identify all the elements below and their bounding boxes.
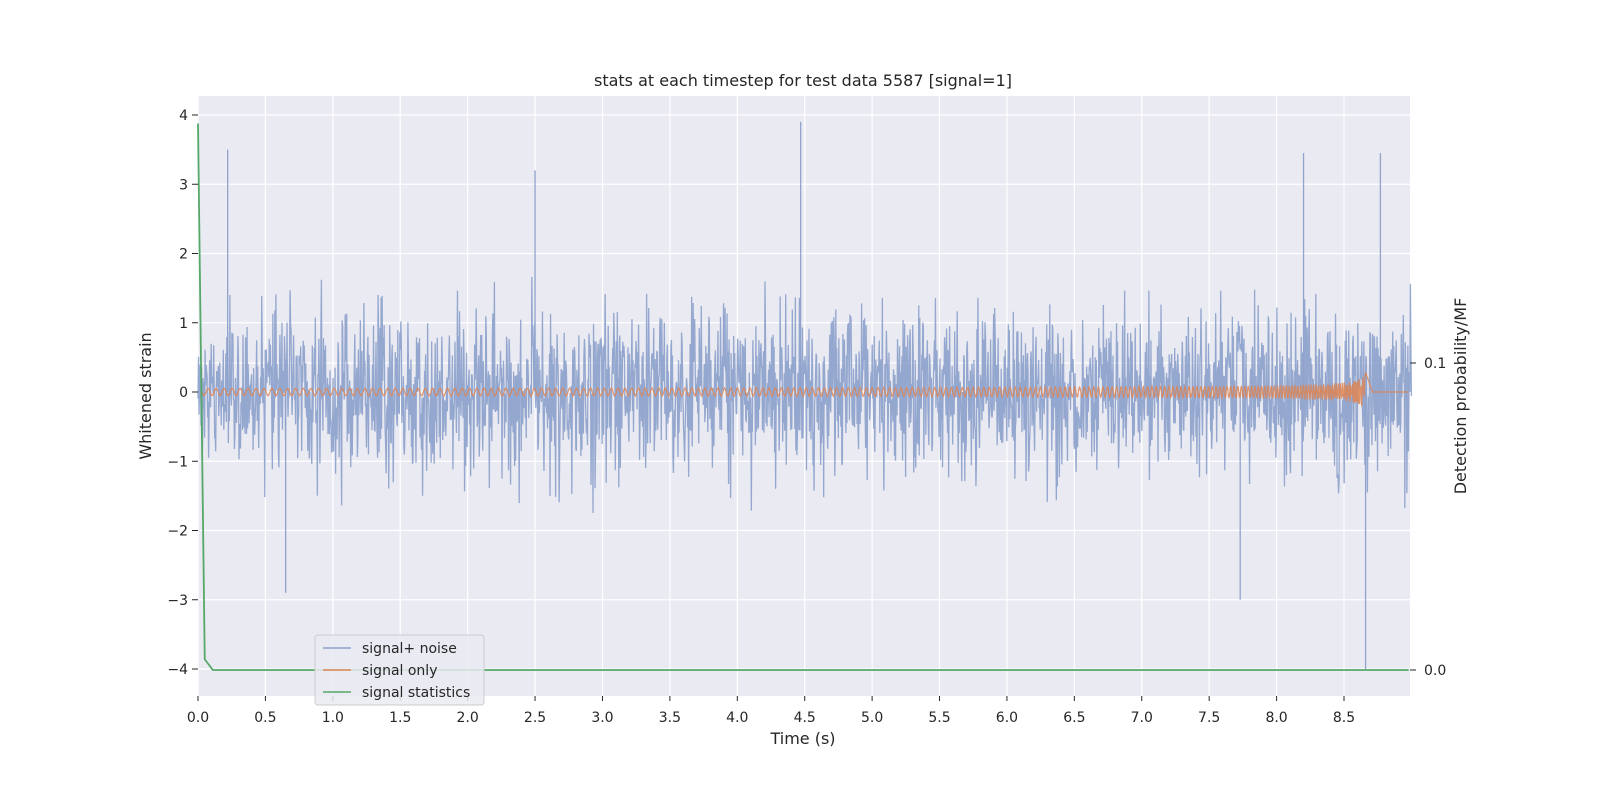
- y-tick-label: 0: [179, 385, 188, 401]
- x-tick-label: 1.0: [322, 710, 344, 726]
- legend-box: [314, 634, 485, 706]
- y-tick-label: 3: [179, 177, 188, 193]
- series-signal-noise: [197, 121, 1413, 669]
- x-tick-label: 3.5: [659, 710, 681, 726]
- x-tick-label: 6.0: [996, 710, 1018, 726]
- y2-tick-label: 0.1: [1424, 356, 1446, 372]
- legend-label-signal-only: signal only: [362, 663, 437, 679]
- y-tick-label: −4: [167, 662, 188, 678]
- y-tick-label: 2: [179, 247, 188, 263]
- x-tick-label: 8.5: [1333, 710, 1355, 726]
- x-tick-label: 5.0: [861, 710, 883, 726]
- legend-label-signal-noise: signal+ noise: [362, 641, 457, 657]
- x-tick-label: 6.5: [1063, 710, 1085, 726]
- x-tick-label: 4.5: [794, 710, 816, 726]
- y-tick-label: 1: [179, 316, 188, 332]
- chart-title: stats at each timestep for test data 558…: [594, 71, 1012, 90]
- x-tick-label: 0.5: [254, 710, 276, 726]
- series-signal-only: [200, 371, 1409, 407]
- series-signal-statistics: [197, 123, 1409, 671]
- x-tick-label: 7.5: [1198, 710, 1220, 726]
- x-tick-label: 2.5: [524, 710, 546, 726]
- y-axis-left: 4 3 2 1 0 −1 −2 −3 −4: [167, 108, 198, 678]
- legend: signal+ noise signal only signal statist…: [314, 634, 485, 706]
- y2-tick-label: 0.0: [1424, 663, 1446, 679]
- signal-statistics-line: [197, 123, 1409, 671]
- x-tick-label: 7.0: [1131, 710, 1153, 726]
- y-tick-label: −1: [167, 454, 188, 470]
- y-tick-label: −2: [167, 524, 188, 540]
- x-tick-label: 2.0: [457, 710, 479, 726]
- y-tick-label: 4: [179, 108, 188, 124]
- x-tick-label: 5.5: [928, 710, 950, 726]
- signal-only-line: [200, 371, 1409, 407]
- y-tick-label: −3: [167, 593, 188, 609]
- x-tick-label: 4.0: [726, 710, 748, 726]
- y-axis-right: 0.1 0.0: [1410, 356, 1446, 679]
- legend-label-signal-statistics: signal statistics: [362, 685, 470, 701]
- y2-axis-label: Detection probability/MF: [1451, 298, 1470, 495]
- x-axis-label: Time (s): [769, 729, 835, 748]
- x-tick-label: 1.5: [389, 710, 411, 726]
- y-axis-label: Whitened strain: [136, 332, 155, 459]
- x-tick-label: 3.0: [591, 710, 613, 726]
- x-tick-label: 8.0: [1265, 710, 1287, 726]
- x-tick-label: 0.0: [187, 710, 209, 726]
- x-axis: 0.0 0.5 1.0 1.5 2.0 2.5 3.0 3.5 4.0 4.5 5.0 5.5 6.0 6…: [187, 696, 1355, 726]
